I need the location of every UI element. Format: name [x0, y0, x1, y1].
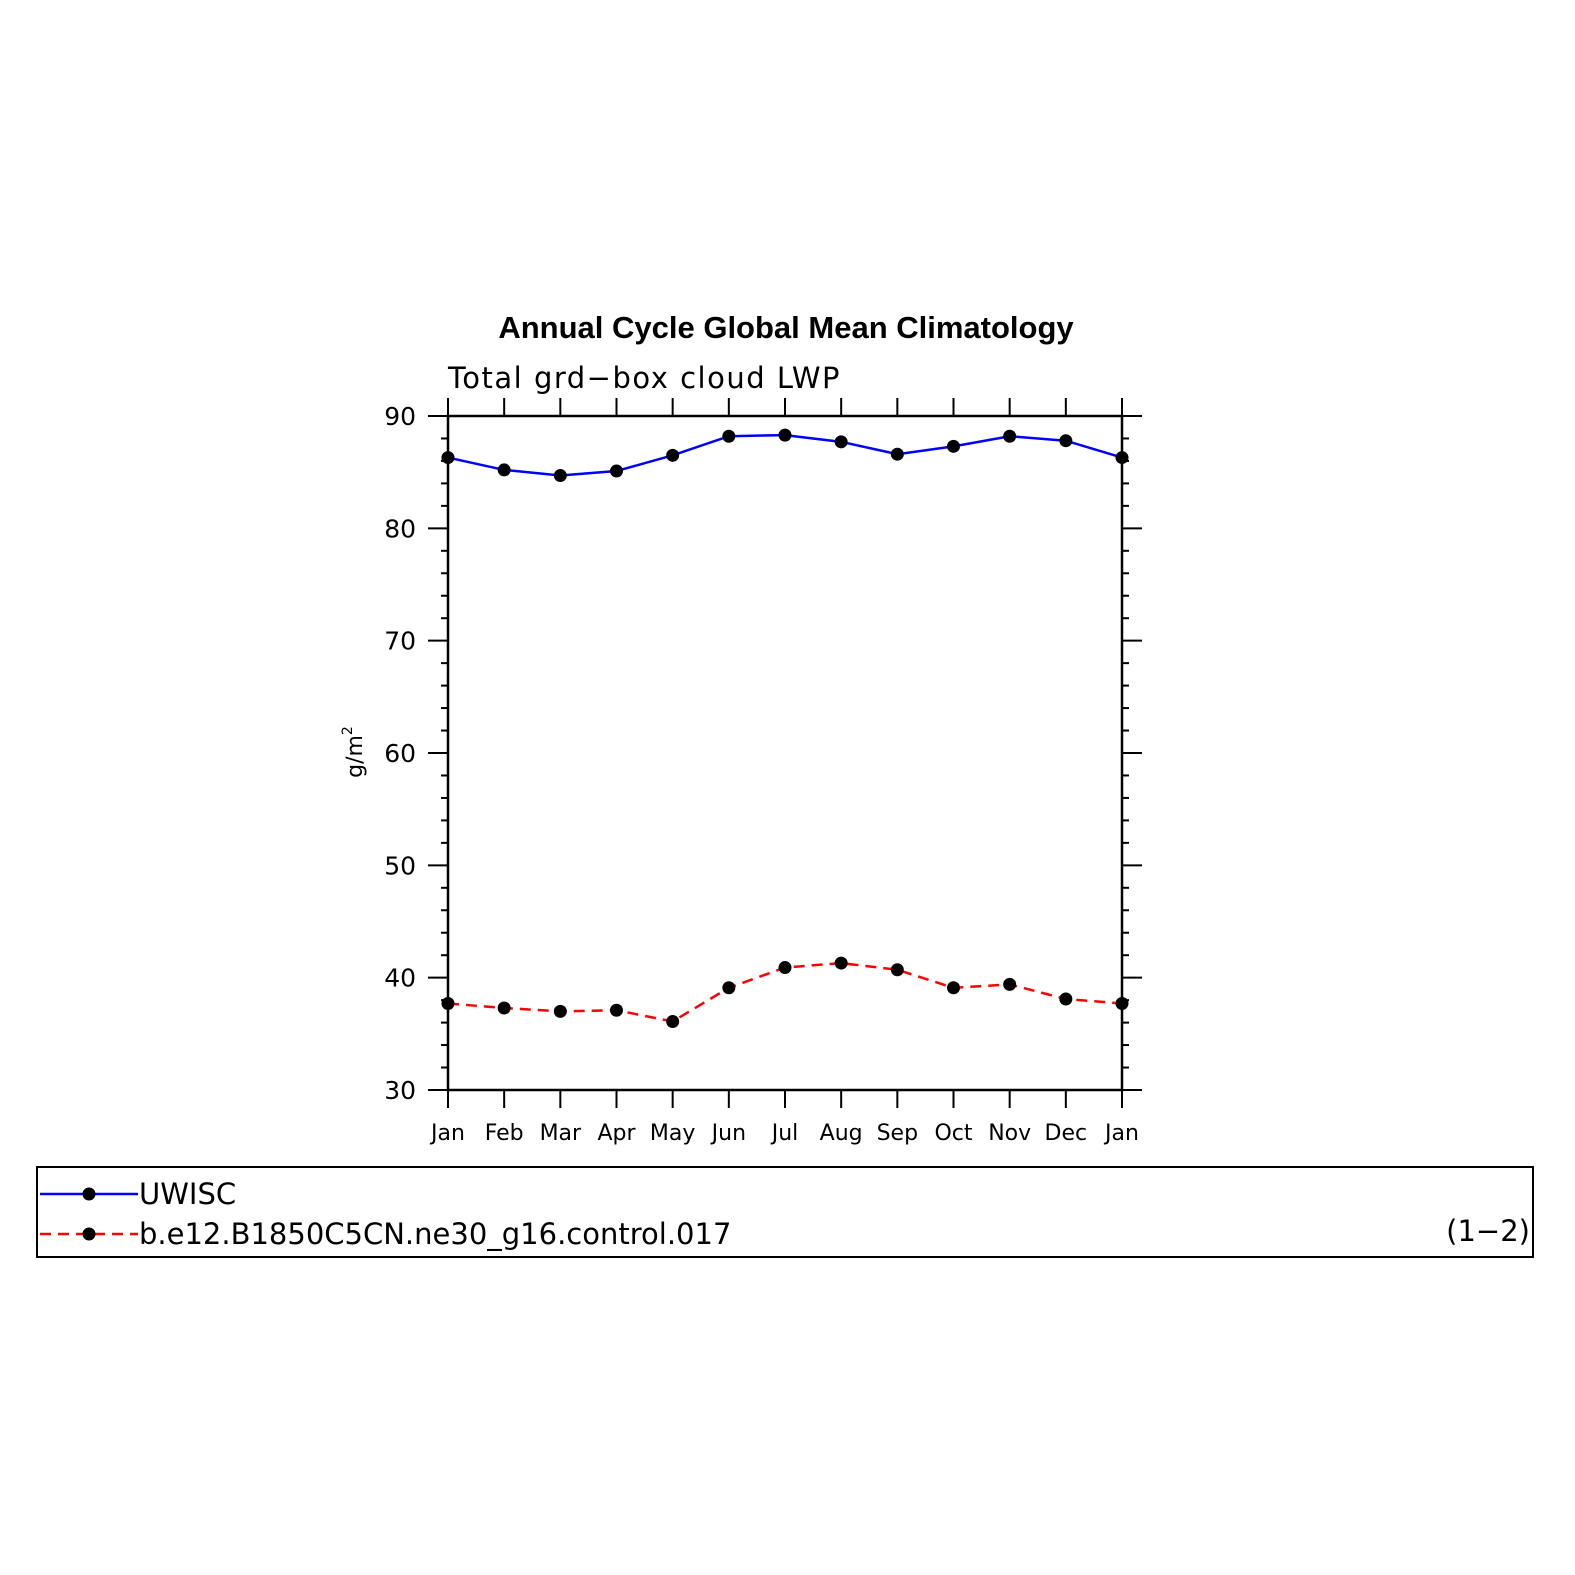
svg-text:g/m2: g/m2: [340, 726, 368, 778]
plot-frame: [446, 414, 1124, 1092]
x-tick-label: Jul: [770, 1121, 799, 1146]
x-tick-label: Dec: [1045, 1121, 1088, 1146]
y-tick-label: 60: [384, 739, 416, 768]
x-tick-label: Aug: [820, 1121, 863, 1146]
data-point: [666, 448, 680, 462]
legend-marker: [82, 1187, 96, 1201]
data-point: [553, 469, 567, 483]
data-point: [778, 428, 792, 442]
data-point: [890, 963, 904, 977]
y-axis-label-base: g/m: [343, 735, 368, 778]
data-point: [497, 463, 511, 477]
data-point: [497, 1001, 511, 1015]
x-tick-label: Sep: [877, 1121, 918, 1146]
data-point: [778, 961, 792, 975]
y-tick-label: 70: [384, 627, 416, 656]
data-point: [890, 447, 904, 461]
legend-label: b.e12.B1850C5CN.ne30_g16.control.017: [139, 1217, 731, 1251]
data-point: [610, 1003, 623, 1017]
x-tick-label: Oct: [934, 1121, 972, 1146]
data-point: [1115, 451, 1129, 465]
x-tick-label: Mar: [540, 1121, 582, 1146]
data-point: [947, 981, 960, 995]
y-tick-label: 40: [384, 964, 416, 993]
x-tick-label: Jun: [710, 1121, 746, 1146]
chart-title: Annual Cycle Global Mean Climatology: [498, 310, 1074, 345]
x-tick-label: Jan: [1103, 1121, 1139, 1146]
data-point: [610, 464, 623, 478]
y-tick-label: 30: [384, 1076, 416, 1105]
x-tick-label: Apr: [597, 1121, 636, 1146]
legend: UWISC b.e12.B1850C5CN.ne30_g16.control.01…: [40, 1177, 731, 1251]
legend-marker: [82, 1227, 96, 1241]
y-tick-label: 80: [384, 514, 416, 543]
series: [441, 428, 1129, 1028]
data-point: [722, 429, 736, 443]
legend-panel-note: (1−2): [1446, 1214, 1530, 1248]
data-point: [1059, 992, 1073, 1006]
y-tick-label: 50: [384, 851, 416, 880]
x-tick-label: Nov: [988, 1121, 1031, 1146]
data-point: [1115, 997, 1129, 1011]
x-tick-label: May: [650, 1121, 695, 1146]
data-point: [441, 451, 455, 465]
data-point: [1003, 977, 1017, 991]
data-point: [553, 1004, 567, 1018]
data-point: [834, 956, 848, 970]
y-tick-label: 90: [384, 402, 416, 431]
y-axis-label: g/m2: [340, 726, 368, 778]
legend-box: [36, 1166, 1534, 1258]
data-point: [666, 1014, 680, 1028]
data-point: [1059, 434, 1073, 448]
legend-label: UWISC: [139, 1177, 236, 1211]
data-point: [947, 439, 960, 453]
x-tick-label: Jan: [429, 1121, 465, 1146]
chart-subtitle: Total grd−box cloud LWP: [447, 361, 841, 395]
data-point: [722, 981, 736, 995]
axes: 30 40 50 60 70 80 90 Jan Feb Mar Apr May Jun Jul Aug Se…: [384, 398, 1142, 1146]
y-axis-label-superscript: 2: [340, 726, 356, 735]
x-tick-label: Feb: [485, 1121, 524, 1146]
data-point: [441, 997, 455, 1011]
data-point: [834, 435, 848, 449]
data-point: [1003, 429, 1017, 443]
